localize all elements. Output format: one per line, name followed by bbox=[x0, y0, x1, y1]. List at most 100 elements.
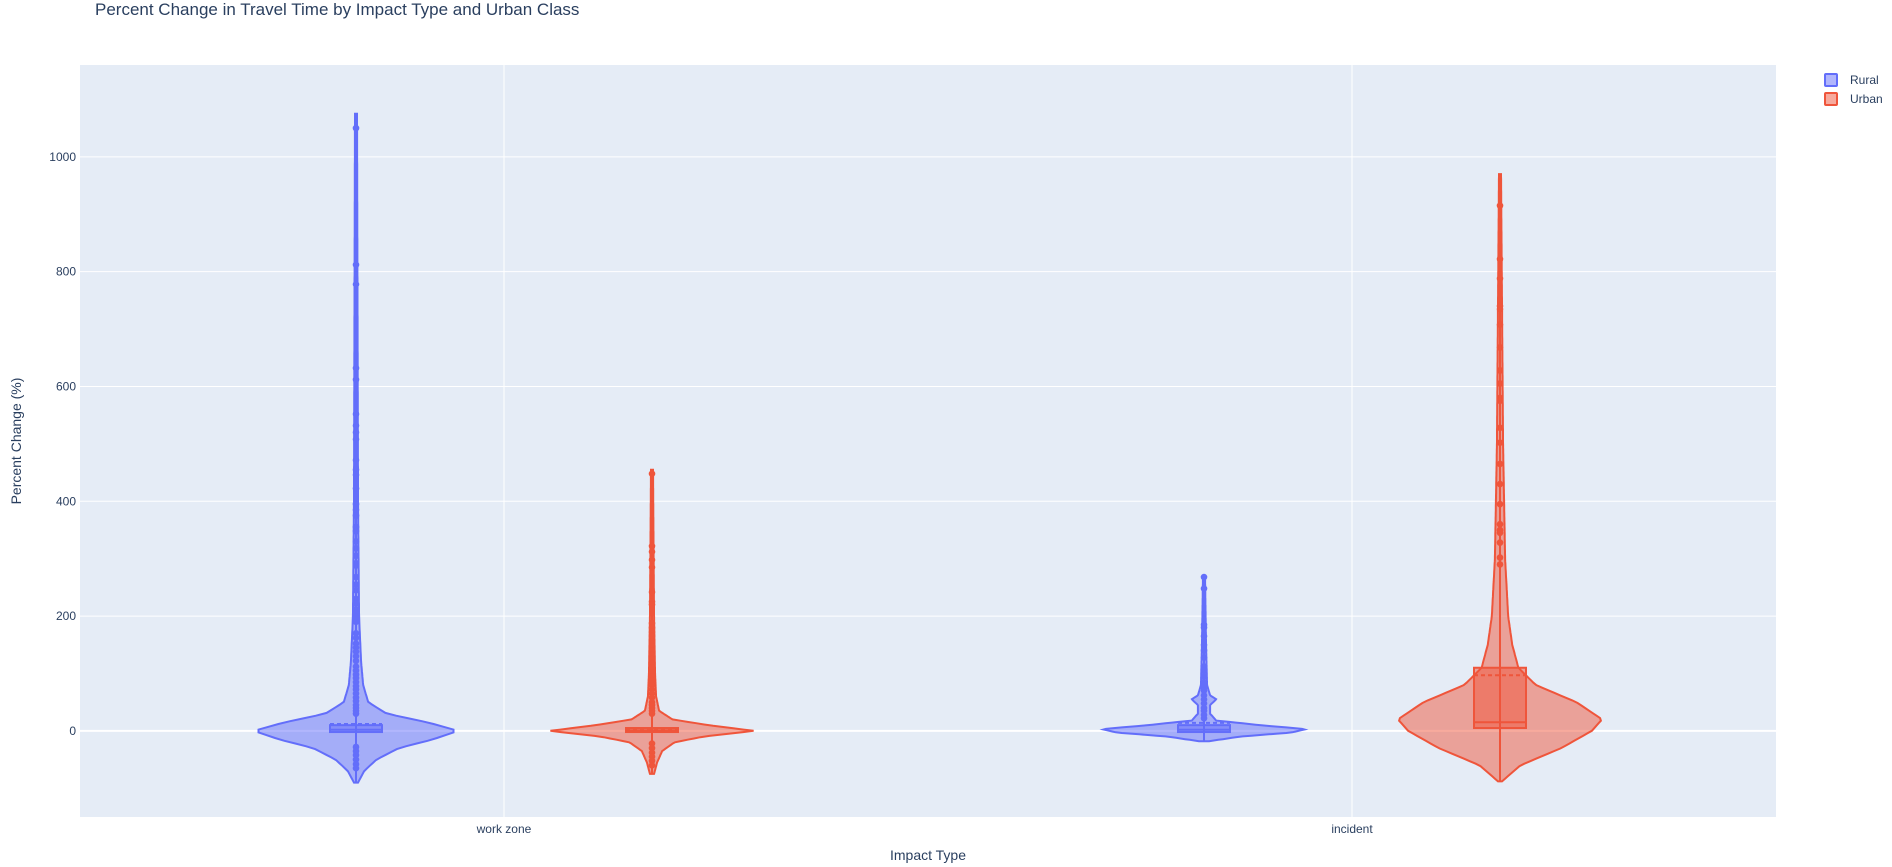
outlier-point bbox=[1200, 654, 1208, 661]
outlier-point bbox=[352, 710, 360, 717]
outlier-point bbox=[648, 744, 656, 752]
outlier-point bbox=[1496, 561, 1504, 568]
violin-rural-incident bbox=[1099, 573, 1309, 743]
outlier-point bbox=[648, 588, 656, 596]
outlier-point bbox=[1496, 424, 1504, 432]
outlier-point bbox=[1200, 687, 1208, 695]
outlier-point bbox=[352, 581, 360, 588]
outlier-point bbox=[352, 280, 360, 288]
outlier-point bbox=[648, 740, 656, 747]
outlier-point bbox=[648, 642, 656, 650]
outlier-point bbox=[648, 757, 656, 765]
box bbox=[1177, 724, 1231, 734]
outlier-point bbox=[1496, 202, 1504, 209]
outlier-point bbox=[1496, 554, 1504, 561]
outlier-point bbox=[1496, 305, 1504, 313]
outlier-point bbox=[1496, 380, 1504, 387]
violin-traces bbox=[257, 112, 1603, 784]
violin-urban-incident bbox=[1397, 173, 1603, 783]
outlier-point bbox=[1496, 460, 1504, 468]
legend-item-rural[interactable]: Rural bbox=[1824, 73, 1879, 87]
outlier-point bbox=[1496, 367, 1504, 374]
outlier-point bbox=[352, 562, 360, 569]
outlier-point bbox=[1496, 539, 1504, 546]
x-axis-ticks: work zone incident bbox=[476, 822, 1374, 836]
outlier-point bbox=[352, 471, 360, 479]
outlier-point bbox=[648, 677, 656, 684]
outlier-point bbox=[1496, 500, 1504, 508]
outlier-point bbox=[648, 694, 656, 701]
y-tick-label: 800 bbox=[56, 265, 76, 279]
outlier-point bbox=[352, 506, 360, 514]
y-tick-label: 0 bbox=[69, 724, 76, 738]
outlier-point bbox=[648, 664, 656, 672]
outlier-point bbox=[1496, 397, 1504, 405]
outlier-point bbox=[352, 512, 360, 519]
legend-label: Urban bbox=[1850, 92, 1883, 106]
box bbox=[329, 724, 383, 734]
outlier-point bbox=[352, 595, 360, 603]
x-tick-label: incident bbox=[1331, 822, 1373, 836]
legend-item-urban[interactable]: Urban bbox=[1824, 92, 1883, 106]
outlier-point bbox=[1496, 529, 1504, 537]
legend-label: Rural bbox=[1850, 73, 1879, 87]
y-tick-label: 200 bbox=[56, 609, 76, 623]
outlier-point bbox=[352, 573, 360, 581]
outlier-point bbox=[352, 376, 360, 383]
outlier-point bbox=[648, 681, 656, 689]
outlier-point bbox=[352, 124, 360, 132]
y-tick-label: 1000 bbox=[49, 150, 76, 164]
outlier-point bbox=[648, 563, 656, 571]
outlier-point bbox=[1200, 632, 1208, 640]
outlier-point bbox=[352, 764, 360, 772]
outlier-point bbox=[648, 710, 656, 717]
chart-title: Percent Change in Travel Time by Impact … bbox=[95, 0, 579, 19]
outlier-point bbox=[1496, 255, 1504, 263]
outlier-point bbox=[352, 545, 360, 552]
x-axis-title: Impact Type bbox=[890, 847, 966, 863]
outlier-point bbox=[648, 659, 656, 667]
outlier-point bbox=[648, 619, 656, 627]
y-tick-label: 600 bbox=[56, 379, 76, 393]
outlier-point bbox=[352, 613, 360, 621]
outlier-point bbox=[648, 556, 656, 564]
outlier-point bbox=[1200, 624, 1208, 631]
outlier-point bbox=[352, 648, 360, 655]
outlier-point bbox=[352, 456, 360, 464]
outlier-point bbox=[352, 552, 360, 560]
outlier-point bbox=[352, 630, 360, 637]
outlier-point bbox=[352, 634, 360, 642]
outlier-point bbox=[352, 527, 360, 535]
outlier-point bbox=[352, 435, 360, 443]
violin-rural-work-zone bbox=[257, 112, 455, 784]
legend: Rural Urban bbox=[1824, 73, 1883, 106]
outlier-point bbox=[648, 548, 656, 556]
outlier-point bbox=[1200, 673, 1208, 680]
outlier-point bbox=[352, 485, 360, 492]
outlier-point bbox=[648, 624, 656, 631]
outlier-point bbox=[352, 586, 360, 594]
outlier-point bbox=[1200, 700, 1208, 707]
outlier-point bbox=[648, 632, 656, 640]
outlier-point bbox=[1200, 667, 1208, 674]
outlier-point bbox=[352, 422, 360, 429]
outlier-point bbox=[352, 600, 360, 607]
outlier-point bbox=[1496, 520, 1504, 528]
outlier-point bbox=[1496, 275, 1504, 282]
violin-urban-work-zone bbox=[550, 468, 754, 775]
outlier-point bbox=[1496, 321, 1504, 328]
outlier-point bbox=[648, 542, 656, 550]
y-axis-ticks: 0 200 400 600 800 1000 bbox=[49, 150, 76, 738]
outlier-point bbox=[648, 470, 656, 478]
outlier-point bbox=[352, 652, 360, 660]
outlier-point bbox=[648, 647, 656, 654]
outlier-point bbox=[352, 500, 360, 508]
outlier-point bbox=[1200, 573, 1208, 581]
outlier-point bbox=[352, 410, 360, 418]
outlier-point bbox=[1496, 480, 1504, 488]
outlier-point bbox=[352, 618, 360, 626]
outlier-point bbox=[352, 538, 360, 545]
outlier-point bbox=[1496, 439, 1504, 447]
y-axis-title: Percent Change (%) bbox=[8, 378, 24, 505]
